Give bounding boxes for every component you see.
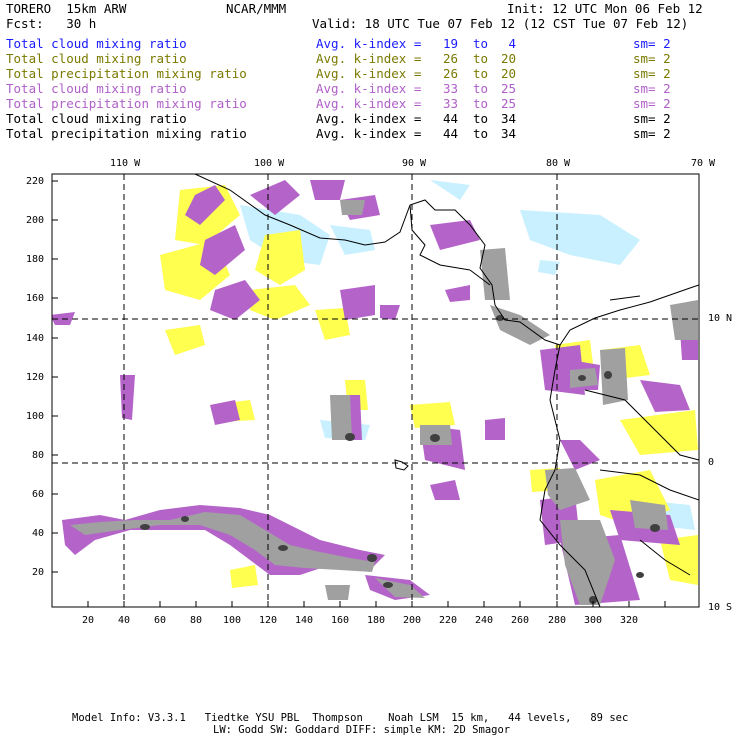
legend-k2: 25: [501, 96, 517, 111]
legend-k1: 26: [443, 51, 459, 66]
y-tick-label: 140: [26, 333, 45, 344]
lat-label: 0: [708, 457, 715, 468]
legend-field: Total cloud mixing ratio: [6, 36, 187, 51]
legend-stat: Avg. k-index =: [316, 36, 429, 51]
legend-k1: 44: [443, 126, 459, 141]
legend-k1: 33: [443, 96, 459, 111]
x-tick-label: 260: [511, 615, 530, 626]
legend-sm: sm= 2: [633, 111, 671, 126]
legend-sm: sm= 2: [633, 36, 671, 51]
legend-sm: sm= 2: [633, 96, 671, 111]
legend-k1: 44: [443, 111, 459, 126]
x-tick-label: 20: [82, 615, 95, 626]
legend-field: Total cloud mixing ratio: [6, 111, 187, 126]
organization: NCAR/MMM: [226, 1, 287, 16]
y-tick-label: 180: [26, 254, 45, 265]
legend-stat: Avg. k-index =: [316, 81, 429, 96]
lat-label: 10 S: [708, 602, 733, 613]
legend-k1: 26: [443, 66, 459, 81]
legend-k2: 20: [501, 51, 517, 66]
init-time: Init: 12 UTC Mon 06 Feb 12: [507, 1, 703, 16]
x-tick-label: 140: [295, 615, 314, 626]
y-tick-label: 60: [32, 489, 45, 500]
y-tick-label: 200: [26, 215, 45, 226]
legend-sm: sm= 2: [633, 126, 671, 141]
legend-stat: Avg. k-index =: [316, 126, 429, 141]
y-tick-label: 80: [32, 450, 45, 461]
valid-time: Valid: 18 UTC Tue 07 Feb 12 (12 CST Tue …: [312, 16, 689, 31]
x-tick-label: 280: [548, 615, 567, 626]
x-tick-label: 60: [154, 615, 167, 626]
model-info-line2: LW: Godd SW: Goddard DIFF: simple KM: 2D…: [213, 724, 511, 736]
y-tick-label: 20: [32, 567, 45, 578]
legend-stat: Avg. k-index =: [316, 51, 429, 66]
legend-k1: 19: [443, 36, 459, 51]
legend-sm: sm= 2: [633, 51, 671, 66]
y-tick-label: 220: [26, 176, 45, 187]
lon-label: 70 W: [691, 158, 716, 169]
dark-cores: [140, 315, 660, 604]
legend-to: to: [473, 111, 489, 126]
x-tick-label: 120: [259, 615, 278, 626]
x-tick-label: 320: [620, 615, 639, 626]
legend-k2: 4: [501, 36, 517, 51]
legend-to: to: [473, 51, 489, 66]
axis-ticks: [52, 180, 666, 607]
legend-field: Total precipitation mixing ratio: [6, 96, 247, 111]
legend-k2: 34: [501, 111, 517, 126]
legend-to: to: [473, 36, 489, 51]
x-tick-label: 40: [118, 615, 131, 626]
x-tick-label: 80: [190, 615, 203, 626]
model-name: TORERO 15km ARW: [6, 1, 127, 16]
model-info-line1: Model Info: V3.3.1 Tiedtke YSU PBL Thomp…: [72, 712, 629, 724]
lat-label: 10 N: [708, 313, 733, 324]
y-tick-label: 160: [26, 293, 45, 304]
x-tick-label: 100: [223, 615, 242, 626]
y-tick-label: 40: [32, 528, 45, 539]
field-layer: [52, 174, 699, 607]
legend-stat: Avg. k-index =: [316, 111, 429, 126]
legend-to: to: [473, 96, 489, 111]
legend-sm: sm= 2: [633, 66, 671, 81]
coastlines: [194, 174, 699, 607]
legend-k2: 34: [501, 126, 517, 141]
legend-k2: 25: [501, 81, 517, 96]
lon-label: 90 W: [402, 158, 427, 169]
x-tick-label: 300: [584, 615, 603, 626]
lon-label: 110 W: [110, 158, 141, 169]
legend-to: to: [473, 126, 489, 141]
lat-lon-grid: [52, 174, 699, 607]
legend-field: Total cloud mixing ratio: [6, 51, 187, 66]
x-tick-label: 240: [475, 615, 494, 626]
legend-to: to: [473, 66, 489, 81]
legend-field: Total precipitation mixing ratio: [6, 66, 247, 81]
forecast-hour: Fcst: 30 h: [6, 16, 97, 31]
legend-stat: Avg. k-index =: [316, 96, 429, 111]
gray-areas: [70, 200, 698, 605]
x-tick-label: 160: [331, 615, 350, 626]
x-tick-label: 180: [367, 615, 386, 626]
legend-to: to: [473, 81, 489, 96]
y-tick-label: 100: [26, 411, 45, 422]
legend-k1: 33: [443, 81, 459, 96]
y-tick-label: 120: [26, 372, 45, 383]
legend-k2: 20: [501, 66, 517, 81]
legend-stat: Avg. k-index =: [316, 66, 429, 81]
x-tick-label: 220: [439, 615, 458, 626]
legend-sm: sm= 2: [633, 81, 671, 96]
legend-field: Total precipitation mixing ratio: [6, 126, 247, 141]
legend-field: Total cloud mixing ratio: [6, 81, 187, 96]
lon-label: 100 W: [254, 158, 285, 169]
lon-label: 80 W: [546, 158, 571, 169]
x-tick-label: 200: [403, 615, 422, 626]
